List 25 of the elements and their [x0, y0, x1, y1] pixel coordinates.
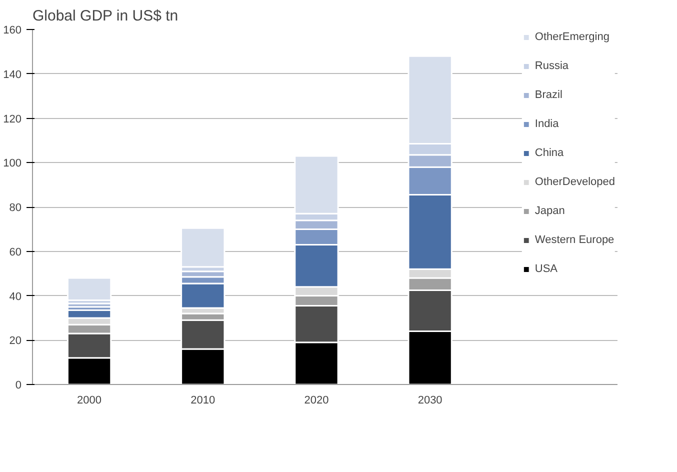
- y-tick-label: 100: [3, 158, 22, 170]
- x-tick-label: 2010: [190, 394, 216, 406]
- legend-label: Brazil: [534, 89, 562, 101]
- legend-label: OtherEmerging: [534, 31, 610, 43]
- bar: [180, 227, 226, 268]
- legend-label: China: [534, 147, 564, 159]
- legend-label: Russia: [534, 60, 569, 72]
- bar: [66, 277, 112, 301]
- y-tick-label: 120: [3, 113, 22, 126]
- chart-title: Global GDP in US$ tn: [32, 8, 178, 24]
- legend-label: USA: [534, 263, 558, 275]
- y-tick-label: 80: [9, 202, 22, 214]
- y-tick-label: 0: [15, 380, 22, 392]
- y-tick-label: 160: [3, 24, 22, 36]
- legend-label: OtherDeveloped: [534, 176, 615, 188]
- y-tick-label: 40: [9, 290, 22, 303]
- y-tick-label: 140: [3, 68, 22, 81]
- legend-label: Western Europe: [534, 234, 614, 246]
- x-tick-label: 2000: [77, 394, 102, 406]
- x-tick-label: 2030: [418, 394, 442, 406]
- legend-label: Japan: [534, 205, 565, 217]
- x-tick-label: 2020: [304, 394, 329, 406]
- y-tick-label: 60: [9, 246, 22, 258]
- legend-label: India: [534, 118, 559, 130]
- y-tick-label: 20: [9, 335, 22, 348]
